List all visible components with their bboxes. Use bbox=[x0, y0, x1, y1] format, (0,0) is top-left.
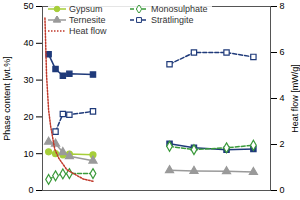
svg-text:8: 8 bbox=[280, 1, 285, 11]
html-text:Monosulphate: Monosulphate bbox=[151, 4, 208, 14]
svg-text:Phase content [wt.%]: Phase content [wt.%] bbox=[2, 56, 12, 141]
svg-text:0: 0 bbox=[280, 185, 285, 195]
svg-text:50: 50 bbox=[23, 1, 33, 11]
svg-text:30: 30 bbox=[23, 75, 33, 85]
html-text:Strätlingite: Strätlingite bbox=[151, 15, 194, 25]
html-text:Gypsum: Gypsum bbox=[69, 4, 103, 14]
svg-text:40: 40 bbox=[23, 38, 33, 48]
svg-text:20: 20 bbox=[23, 112, 33, 122]
svg-text:2: 2 bbox=[280, 139, 285, 149]
svg-text:6: 6 bbox=[280, 47, 285, 57]
svg-text:10: 10 bbox=[23, 149, 33, 159]
html-text:Ternesite: Ternesite bbox=[69, 15, 106, 25]
svg-text:0: 0 bbox=[28, 185, 33, 195]
svg-text:Heat flow [mW/g]: Heat flow [mW/g] bbox=[290, 64, 300, 133]
html-text:Heat flow: Heat flow bbox=[69, 26, 107, 36]
svg-text:4: 4 bbox=[280, 93, 285, 103]
